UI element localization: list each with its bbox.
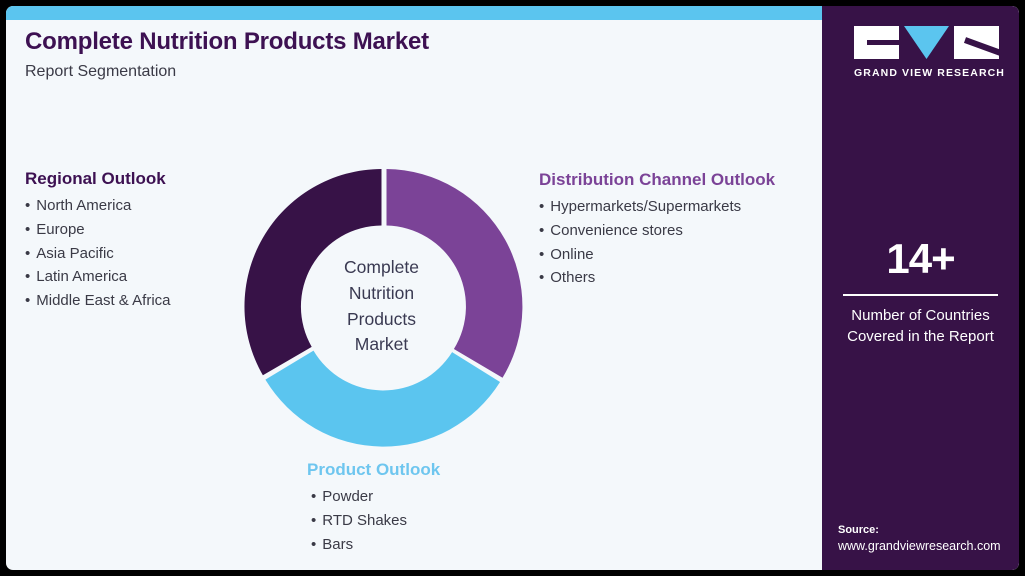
list-item: Powder: [311, 485, 440, 509]
list-item: Others: [539, 266, 819, 290]
logo-wordmark: GRAND VIEW RESEARCH: [854, 67, 1005, 79]
source-block: Source: www.grandviewresearch.com: [838, 524, 1001, 553]
regional-outlook-list: North America Europe Asia Pacific Latin …: [25, 194, 171, 313]
product-outlook-heading: Product Outlook: [307, 460, 441, 479]
donut-segment-distribution[interactable]: [386, 169, 523, 378]
list-item: Europe: [25, 218, 171, 242]
sidebar-panel: GRAND VIEW RESEARCH 14+ Number of Countr…: [822, 6, 1019, 570]
list-item: Middle East & Africa: [25, 289, 170, 313]
donut-svg: [244, 169, 523, 447]
stat-number: 14+: [886, 235, 955, 282]
source-label: Source:: [838, 524, 879, 536]
logo-letter-g-icon: [854, 26, 901, 59]
product-outlook-block: Product Outlook Powder RTD Shakes Bars: [302, 459, 440, 556]
distribution-channel-outlook-list: Hypermarkets/Supermarkets Convenience st…: [539, 195, 819, 290]
regional-outlook-block: Regional Outlook North America Europe As…: [25, 168, 171, 313]
distribution-channel-outlook-heading: Distribution Channel Outlook: [539, 170, 776, 189]
regional-outlook-heading: Regional Outlook: [25, 169, 166, 188]
distribution-channel-outlook-block: Distribution Channel Outlook Hypermarket…: [539, 169, 819, 290]
list-item: Hypermarkets/Supermarkets: [539, 195, 819, 219]
logo-letter-v-icon: [904, 26, 949, 59]
product-outlook-list: Powder RTD Shakes Bars: [302, 485, 440, 556]
grand-view-research-logo: GRAND VIEW RESEARCH: [854, 26, 1005, 79]
stat-label-line-2: Covered in the Report: [847, 328, 994, 345]
source-url[interactable]: www.grandviewresearch.com: [838, 539, 1001, 553]
logo-letter-r-icon: [954, 26, 999, 59]
list-item: Bars: [311, 533, 440, 557]
page-title: Complete Nutrition Products Market: [25, 28, 429, 55]
top-accent-strip: [6, 6, 822, 20]
segmentation-donut-chart: Complete Nutrition Products Market: [238, 163, 525, 450]
list-item: Asia Pacific: [25, 242, 171, 266]
header: Complete Nutrition Products Market Repor…: [25, 28, 429, 81]
page-subtitle: Report Segmentation: [25, 63, 177, 80]
logo-marks: [854, 26, 999, 59]
list-item: Latin America: [25, 265, 171, 289]
infographic-canvas: Complete Nutrition Products Market Repor…: [6, 6, 1019, 570]
list-item: Convenience stores: [539, 219, 819, 243]
donut-segment-product[interactable]: [265, 350, 501, 447]
stat-label: Number of Countries Covered in the Repor…: [822, 305, 1019, 347]
list-item: RTD Shakes: [311, 509, 440, 533]
donut-segment-regional[interactable]: [244, 169, 382, 376]
stat-label-line-1: Number of Countries: [851, 307, 990, 324]
countries-stat: 14+ Number of Countries Covered in the R…: [822, 238, 1019, 347]
list-item: North America: [25, 194, 171, 218]
stat-divider: [843, 294, 998, 296]
list-item: Online: [539, 243, 819, 267]
